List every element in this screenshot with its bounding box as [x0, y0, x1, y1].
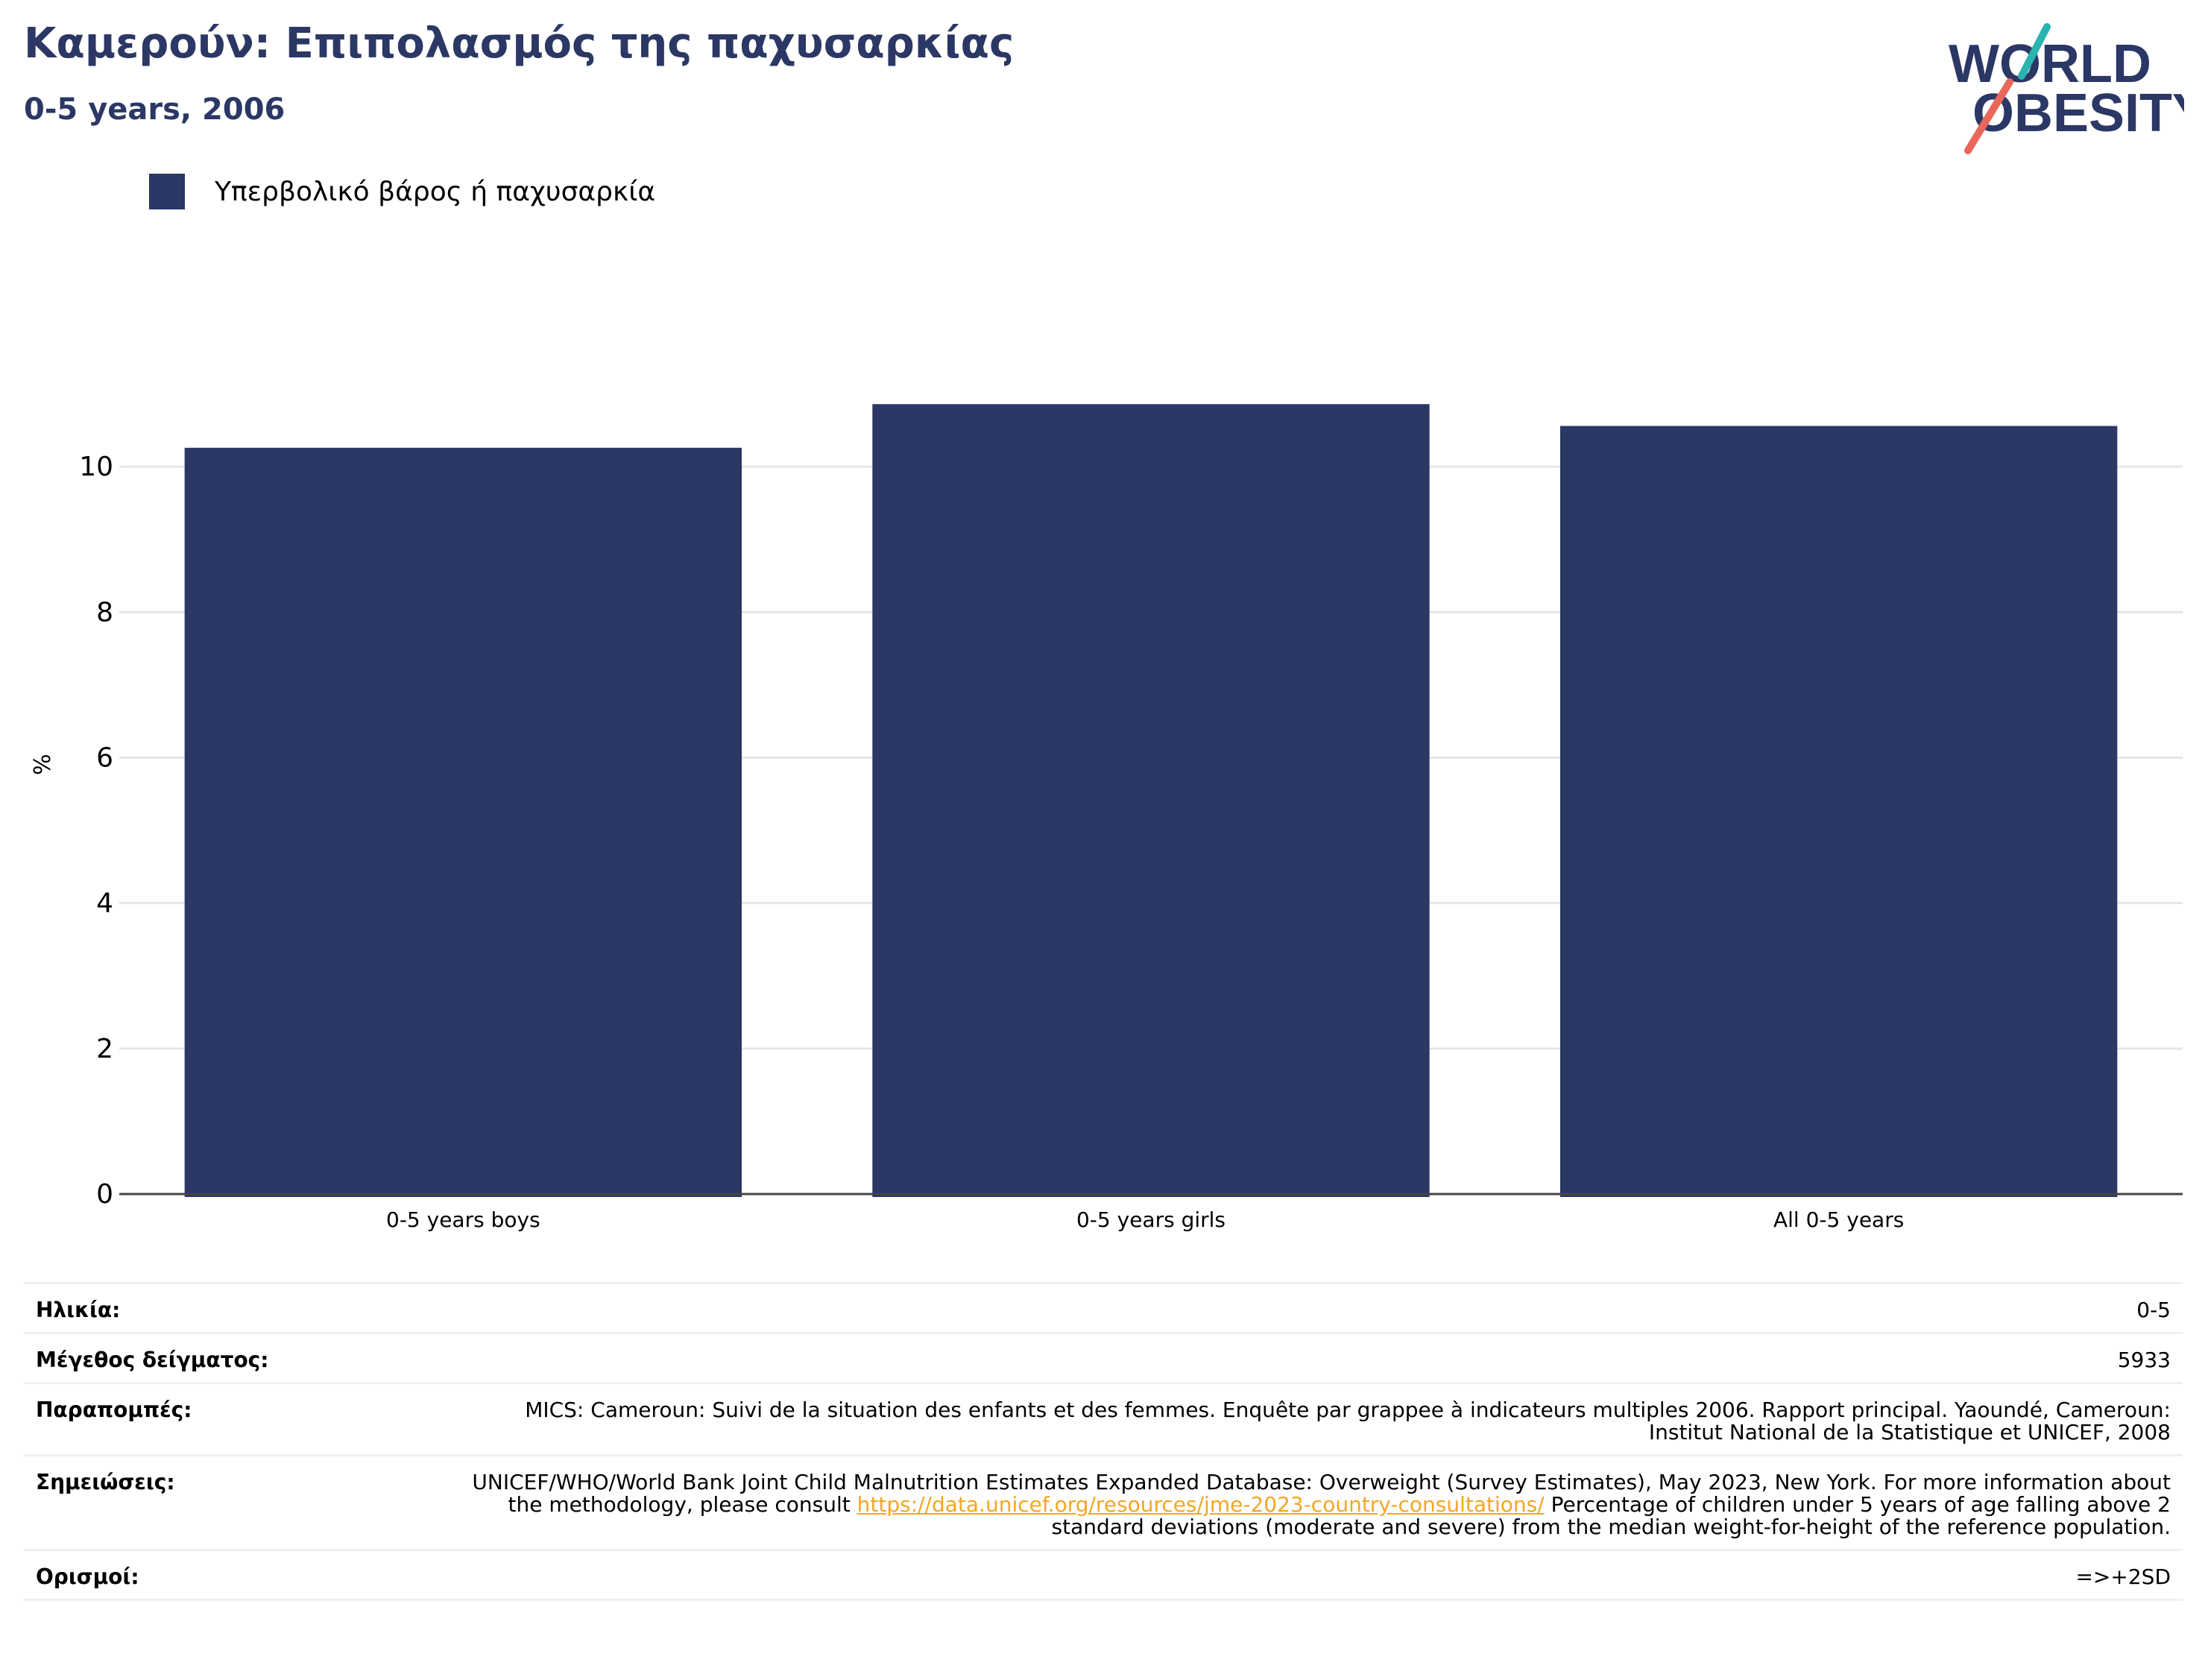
notes-value: UNICEF/WHO/World Bank Joint Child Malnut… [435, 1454, 2183, 1550]
methodology-link[interactable]: https://data.unicef.org/resources/jme-20… [857, 1492, 1545, 1517]
info-row-definitions: Ορισμοί: =>+2SD [24, 1549, 2183, 1601]
definitions-value: =>+2SD [435, 1549, 2183, 1601]
x-tick-label: All 0-5 years [1773, 1207, 1904, 1232]
x-tick-label: 0-5 years boys [386, 1207, 540, 1232]
axes: 0 2 4 6 8 10 0-5 years boys 0-5 years girls All … [79, 452, 2183, 1232]
info-table: Ηλικία: 0-5 Μέγεθος δείγματος: 5933 Παρα… [24, 1282, 2183, 1601]
sample-size-label: Μέγεθος δείγματος: [24, 1332, 435, 1383]
logo-text-world: WORLD [1949, 34, 2151, 94]
notes-text-after: Percentage of children under 5 years of … [1051, 1492, 2171, 1539]
references-value: MICS: Cameroun: Suivi de la situation de… [435, 1382, 2183, 1456]
y-tick-label: 0 [96, 1179, 113, 1210]
x-tick-label: 0-5 years girls [1076, 1207, 1225, 1232]
bar-chart: 0 2 4 6 8 10 0-5 years boys 0-5 years girls All … [79, 404, 2183, 1232]
y-tick-label: 10 [79, 452, 113, 482]
logo-text-obesity: OBESITY [1972, 83, 2184, 143]
info-row-references: Παραπομπές: MICS: Cameroun: Suivi de la … [24, 1382, 2183, 1456]
references-label: Παραπομπές: [24, 1382, 435, 1456]
world-obesity-logo: WORLD OBESITY [1949, 23, 2184, 154]
info-row-notes: Σημειώσεις: UNICEF/WHO/World Bank Joint … [24, 1454, 2183, 1550]
definitions-label: Ορισμοί: [24, 1549, 435, 1601]
y-tick-label: 2 [96, 1034, 113, 1064]
chart-title: Καμερούν: Επιπολασμός της παχυσαρκίας [24, 19, 1015, 68]
bar[interactable] [184, 447, 742, 1197]
legend-label: Υπερβολικό βάρος ή παχυσαρκία [215, 176, 656, 207]
y-tick-label: 4 [96, 888, 113, 919]
bars [184, 404, 2118, 1197]
info-row-sample: Μέγεθος δείγματος: 5933 [24, 1332, 2183, 1383]
info-row-age: Ηλικία: 0-5 [24, 1282, 2183, 1333]
y-tick-label: 6 [96, 742, 113, 773]
age-value: 0-5 [435, 1282, 2183, 1333]
sample-size-value: 5933 [435, 1332, 2183, 1383]
legend-swatch [149, 174, 185, 209]
age-label: Ηλικία: [24, 1282, 435, 1333]
y-tick-label: 8 [96, 597, 113, 628]
bar[interactable] [1559, 426, 2118, 1197]
notes-label: Σημειώσεις: [24, 1454, 435, 1550]
logo-slash-coral [1964, 78, 2013, 154]
bar[interactable] [872, 404, 1430, 1197]
chart-subtitle: 0-5 years, 2006 [24, 92, 286, 127]
notes-text-before: UNICEF/WHO/World Bank Joint Child Malnut… [472, 1470, 2171, 1517]
legend[interactable]: Υπερβολικό βάρος ή παχυσαρκία [149, 174, 655, 209]
logo-slash-teal [2018, 23, 2051, 80]
